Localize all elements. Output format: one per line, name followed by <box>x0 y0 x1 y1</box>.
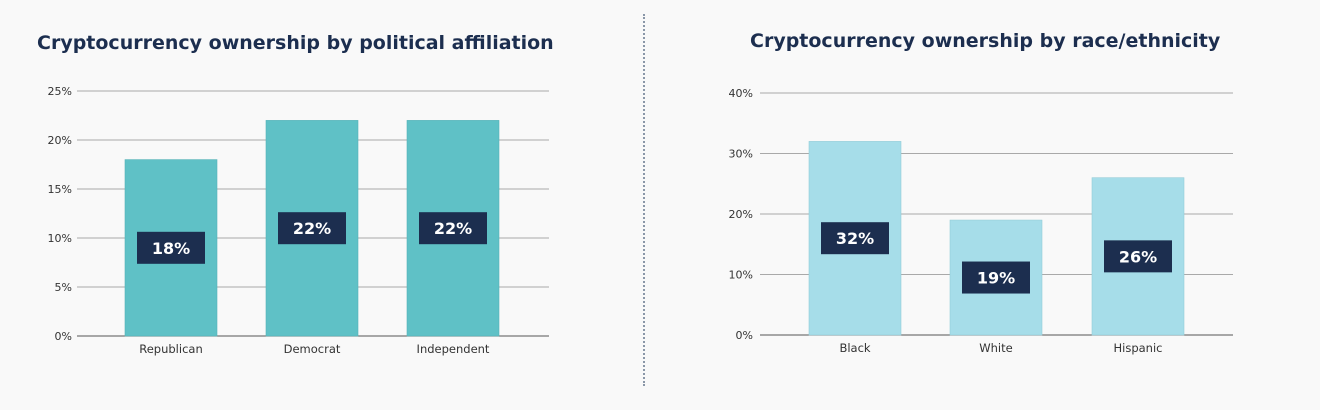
political-category-label: Independent <box>417 342 490 356</box>
political-y-tick-label: 20% <box>48 134 72 147</box>
political-y-tick-label: 0% <box>55 330 72 343</box>
divider <box>643 14 645 386</box>
political-y-tick-label: 25% <box>48 85 72 98</box>
race-data-label-box <box>1104 240 1172 273</box>
chart-political-affiliation: 0% 5% 10% 15% 20% 25% 18% Republican 22% Democrat… <box>48 85 549 356</box>
political-category-label: Democrat <box>284 342 341 356</box>
political-data-label: 22% <box>293 219 331 238</box>
chart-title-race: Cryptocurrency ownership by race/ethnici… <box>750 30 1221 52</box>
political-data-label: 18% <box>152 239 190 258</box>
race-data-label-box <box>962 261 1030 294</box>
political-data-label-box <box>278 212 346 245</box>
race-data-label: 32% <box>836 229 874 248</box>
race-category-label: Black <box>839 341 870 355</box>
race-y-tick-label: 30% <box>729 148 753 161</box>
chart-title-political: Cryptocurrency ownership by political af… <box>37 32 554 54</box>
race-y-tick-label: 20% <box>729 208 753 221</box>
political-data-label: 22% <box>434 219 472 238</box>
race-category-label: Hispanic <box>1114 341 1163 355</box>
political-category-label: Republican <box>139 342 203 356</box>
political-y-tick-label: 15% <box>48 183 72 196</box>
race-data-label-box <box>821 222 889 255</box>
political-y-tick-label: 5% <box>55 281 72 294</box>
political-y-tick-label: 10% <box>48 232 72 245</box>
race-y-tick-label: 10% <box>729 269 753 282</box>
race-data-label: 26% <box>1119 247 1157 266</box>
political-data-label-box <box>419 212 487 245</box>
political-data-label-box <box>137 231 205 264</box>
race-y-tick-label: 40% <box>729 87 753 100</box>
race-category-label: White <box>979 341 1012 355</box>
race-y-tick-label: 0% <box>736 329 753 342</box>
race-data-label: 19% <box>977 269 1015 288</box>
